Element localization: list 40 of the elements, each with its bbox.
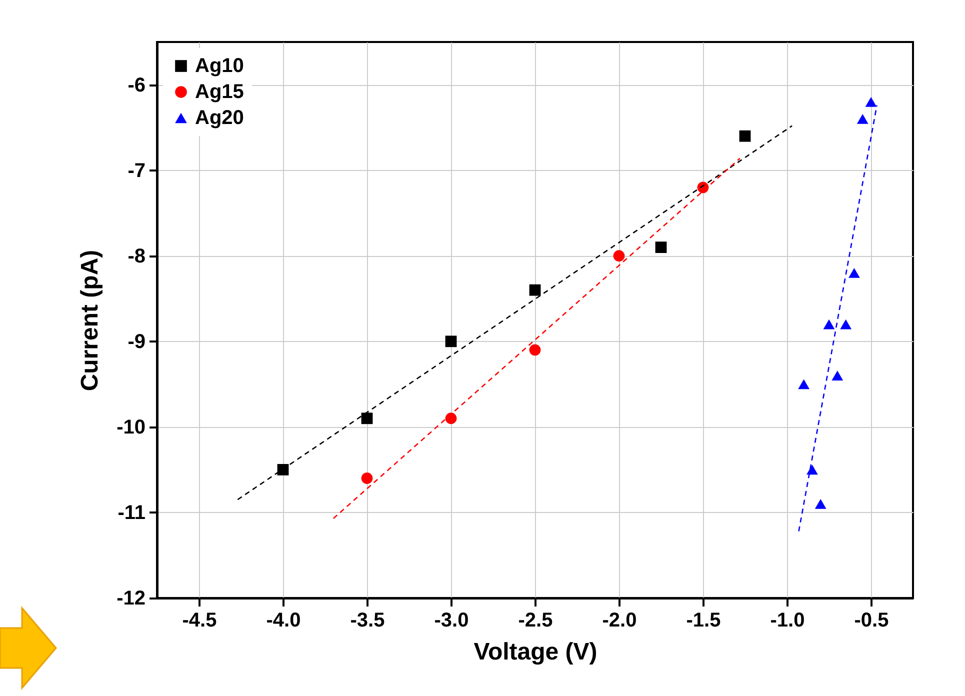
point	[445, 336, 457, 348]
x-tick-label: -1.5	[686, 610, 721, 632]
point	[613, 250, 625, 262]
y-tick-label: -8	[128, 245, 146, 268]
x-tick-label: -0.5	[854, 610, 889, 632]
x-tick-label: -3.5	[350, 610, 385, 632]
x-tick-label: -1.0	[770, 610, 805, 632]
point	[655, 242, 667, 253]
point	[848, 268, 860, 278]
point	[814, 498, 826, 509]
point	[529, 344, 541, 356]
x-tick-label: -3.0	[434, 610, 469, 632]
y-tick-label: -10	[116, 416, 146, 438]
y-tick-label: -9	[128, 330, 146, 353]
point	[277, 464, 289, 476]
legend-label: Ag20	[195, 107, 244, 129]
y-tick-label: -7	[128, 160, 146, 182]
legend-label: Ag10	[195, 55, 244, 77]
point	[445, 412, 457, 424]
point	[856, 114, 868, 124]
x-tick-label: -2.0	[602, 610, 637, 632]
point	[865, 96, 877, 107]
point	[832, 370, 844, 381]
point	[798, 379, 810, 390]
x-tick-label: -4.5	[182, 610, 217, 632]
x-tick-label: -2.5	[518, 610, 553, 632]
point	[806, 464, 818, 475]
point	[361, 472, 373, 484]
y-tick-label: -11	[118, 502, 146, 524]
point	[529, 284, 541, 296]
y-tick-label: -12	[116, 588, 146, 610]
point	[361, 412, 373, 424]
x-tick-label: -4.0	[266, 610, 301, 632]
x-axis-title: Voltage (V)	[474, 638, 598, 666]
point	[840, 319, 852, 330]
y-axis-title: Current (pA)	[76, 250, 104, 392]
point	[823, 319, 835, 330]
y-tick-label: -6	[128, 74, 146, 96]
legend-label: Ag15	[195, 81, 244, 103]
point	[739, 130, 751, 142]
